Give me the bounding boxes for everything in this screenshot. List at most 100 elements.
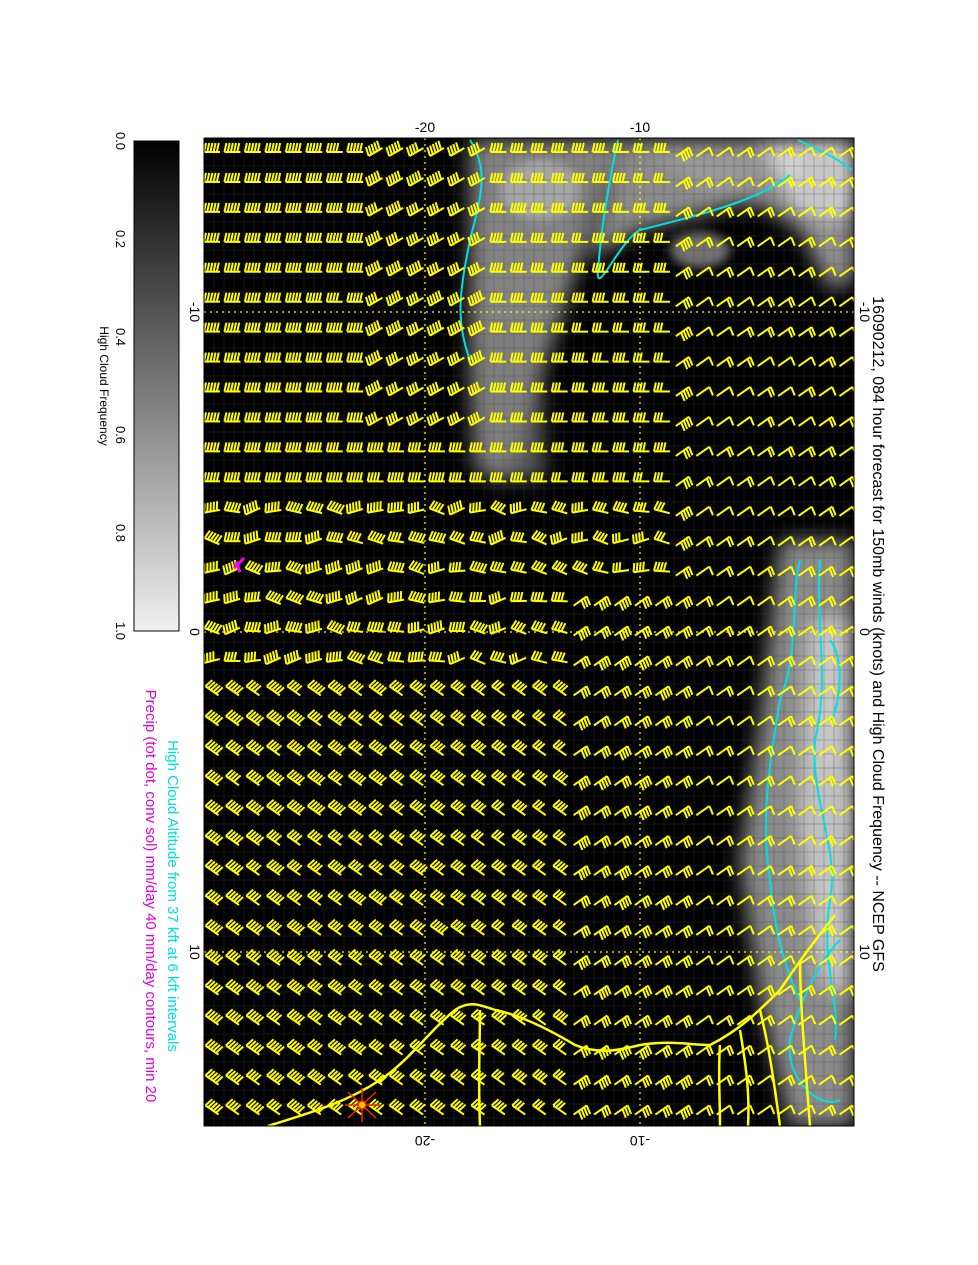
wind-barb: [612, 292, 630, 303]
wind-barb: [797, 445, 817, 458]
wind-barb: [243, 530, 261, 545]
wind-barb: [366, 472, 384, 483]
wind-barb: [593, 1104, 612, 1118]
wind-barb: [573, 655, 592, 669]
wind-barb: [223, 501, 242, 514]
wind-barb: [286, 709, 306, 727]
legend-precip: Precip (tot dot, conv sol) mm/day 40 mm/…: [142, 690, 159, 1103]
wind-barb: [447, 500, 466, 516]
wind-barb: [838, 1014, 854, 1026]
wind-barb: [611, 532, 630, 545]
wind-barb: [305, 590, 325, 605]
wind-barb: [491, 1038, 508, 1056]
wind-barb: [245, 799, 265, 817]
wind-barb: [777, 565, 796, 577]
wind-barb: [368, 1068, 388, 1086]
wind-barb: [409, 948, 426, 966]
wind-barb: [204, 619, 223, 635]
wind-barb: [245, 948, 262, 966]
wind-barb: [571, 472, 589, 483]
wind-barb: [325, 472, 343, 483]
wind-barb: [757, 625, 776, 638]
wind-barb: [305, 232, 323, 243]
wind-barb: [654, 655, 673, 669]
wind-barb: [777, 386, 796, 397]
wind-barb: [285, 560, 304, 575]
wind-barb: [491, 709, 508, 727]
wind-barb: [491, 769, 508, 787]
colorbar-tick: 0.0: [113, 132, 128, 150]
wind-barb: [243, 142, 261, 153]
wind-barb: [695, 655, 714, 668]
wind-barb: [530, 412, 548, 423]
wind-barb: [284, 142, 302, 153]
wind-barb: [407, 621, 425, 634]
wind-barb: [552, 679, 569, 697]
wind-barb: [757, 326, 776, 338]
star-marker: [345, 1088, 380, 1122]
wind-barb: [307, 1038, 324, 1056]
wind-barb: [736, 775, 755, 787]
wind-barb: [385, 231, 404, 247]
wind-barb: [695, 445, 714, 457]
wind-barb: [634, 775, 653, 791]
wind-barb: [818, 266, 837, 278]
wind-barb: [429, 1038, 446, 1056]
wind-barb: [550, 322, 568, 333]
wind-barb: [489, 172, 507, 183]
colorbar-label: High Cloud Frequency: [97, 326, 111, 445]
wind-barb: [429, 858, 446, 876]
wind-barb: [409, 799, 426, 817]
wind-barb: [777, 1074, 796, 1087]
wind-barb: [225, 1098, 242, 1116]
wind-barb: [531, 769, 549, 787]
wind-barb: [365, 560, 384, 575]
wind-barb: [675, 505, 694, 522]
wind-barb: [838, 475, 854, 488]
wind-barb: [470, 679, 487, 697]
wind-barb: [405, 321, 424, 337]
wind-barb: [632, 262, 650, 273]
wind-barb: [632, 142, 650, 153]
wind-barb: [263, 620, 282, 635]
wind-barb: [757, 176, 776, 188]
wind-barb: [634, 745, 653, 759]
wind-barb: [818, 565, 837, 578]
wind-barb: [266, 799, 285, 817]
wind-barb: [286, 978, 306, 996]
wind-barb: [797, 984, 817, 997]
wind-barb: [305, 472, 323, 483]
wind-barb: [286, 1008, 306, 1026]
figure-title: 16090212, 084 hour forecast for 150mb wi…: [869, 296, 886, 972]
wind-barb: [612, 412, 630, 423]
lon-tick-right: -10: [857, 302, 873, 322]
wind-barb: [204, 739, 224, 757]
wind-barb: [368, 709, 385, 727]
wind-barb: [446, 320, 465, 337]
wind-barb: [736, 655, 755, 667]
wind-barb: [632, 501, 650, 513]
wind-barb: [838, 416, 854, 428]
wind-barb: [468, 591, 486, 603]
wind-barb: [345, 560, 363, 575]
wind-barb: [511, 739, 528, 757]
wind-barb: [325, 232, 343, 243]
wind-barb: [818, 954, 837, 967]
wind-barb: [346, 621, 364, 633]
wind-barb: [530, 202, 548, 213]
wind-barb: [550, 232, 568, 243]
wind-barb: [838, 266, 854, 278]
wind-barb: [405, 170, 424, 187]
wind-barb: [307, 978, 324, 996]
wind-barb: [368, 769, 388, 787]
wind-barb: [409, 739, 426, 757]
wind-barb: [204, 918, 224, 936]
wind-barb: [245, 769, 265, 787]
wind-barb: [591, 262, 609, 273]
wind-barb: [675, 416, 694, 432]
wind-barb: [284, 262, 302, 273]
wind-barb: [284, 531, 302, 543]
wind-barb: [818, 505, 837, 518]
wind-barb: [652, 172, 670, 183]
wind-barb: [634, 895, 653, 909]
